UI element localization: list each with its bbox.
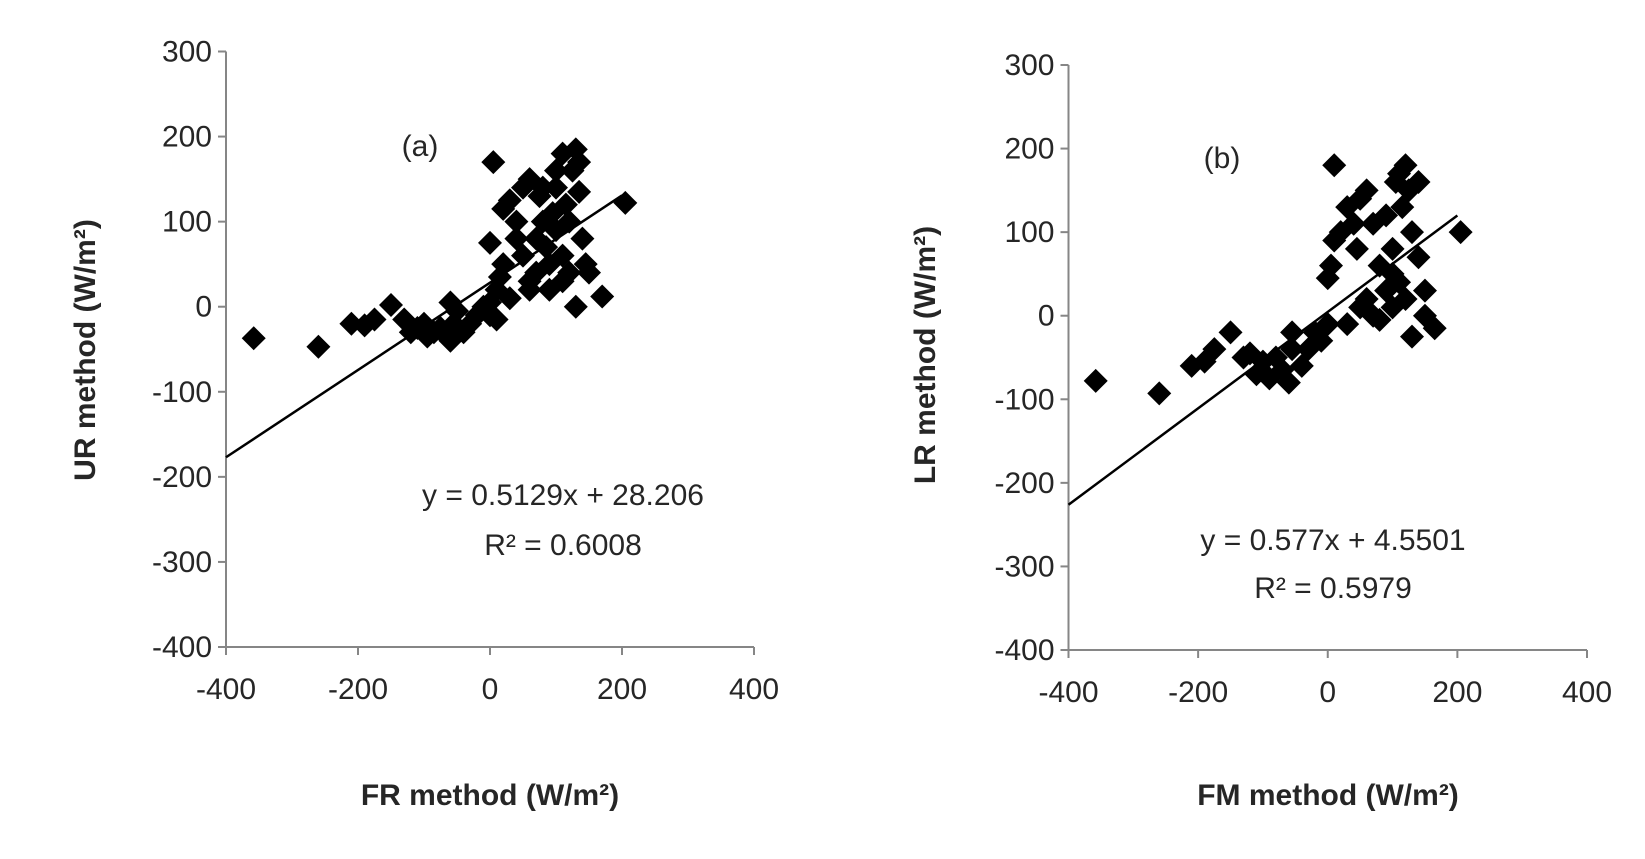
x-axis-title: FR method (W/m²) <box>361 779 619 812</box>
data-point <box>1276 370 1301 395</box>
data-point <box>524 226 549 251</box>
data-point <box>491 252 516 277</box>
data-point <box>567 179 592 204</box>
data-point <box>577 260 601 285</box>
data-point <box>1315 312 1340 337</box>
data-point <box>478 230 502 255</box>
data-point <box>1280 320 1305 345</box>
data-point <box>1400 220 1425 245</box>
data-point <box>1448 220 1473 245</box>
data-point <box>613 190 638 215</box>
scatter-panel-b: (b) y = 0.577x + 4.5501 R² = 0.5979 FM m… <box>909 49 1612 812</box>
y-tick-label: -400 <box>152 631 212 664</box>
data-point <box>1341 211 1366 236</box>
x-tick-label: -200 <box>328 673 388 706</box>
r-squared: R² = 0.5979 <box>1254 572 1412 605</box>
panel-label: (b) <box>1204 142 1241 175</box>
x-tick-label: -400 <box>196 673 256 706</box>
y-tick-label: -400 <box>994 634 1054 667</box>
x-tick-label: 200 <box>1432 676 1482 709</box>
data-point <box>563 294 588 319</box>
scatter-panel-a: (a) y = 0.5129x + 28.206 R² = 0.6008 FR … <box>69 36 779 813</box>
data-point <box>1393 153 1418 178</box>
data-point <box>1344 236 1369 261</box>
data-point <box>1318 253 1343 278</box>
y-tick-label: -100 <box>152 376 212 409</box>
data-point <box>550 269 575 294</box>
x-tick-label: 400 <box>729 673 779 706</box>
y-axis-title: LR method (W/m²) <box>909 226 942 484</box>
data-point <box>1083 368 1108 393</box>
data-point <box>1280 337 1305 362</box>
data-point <box>1406 170 1431 194</box>
data-point <box>497 188 522 213</box>
y-tick-label: 0 <box>1038 300 1055 333</box>
y-tick-label: 200 <box>162 121 212 154</box>
panel-label: (a) <box>402 130 439 163</box>
data-point <box>1380 236 1405 261</box>
data-point <box>1374 203 1399 228</box>
data-point <box>544 158 568 183</box>
data-point <box>1354 178 1379 203</box>
data-point <box>557 209 582 234</box>
data-point <box>537 252 562 277</box>
y-tick-label: -200 <box>994 467 1054 500</box>
data-point <box>1412 278 1437 303</box>
data-point <box>481 150 506 175</box>
data-point <box>1147 381 1172 406</box>
x-axis-title: FM method (W/m²) <box>1197 779 1459 812</box>
data-point <box>1322 153 1347 178</box>
x-tick-label: 0 <box>1319 676 1336 709</box>
y-tick-label: -100 <box>994 383 1054 416</box>
data-point <box>504 209 529 234</box>
data-point <box>1348 295 1373 320</box>
data-point <box>544 175 568 200</box>
data-point <box>1393 287 1418 311</box>
r-squared: R² = 0.6008 <box>484 529 642 562</box>
data-point <box>1218 320 1243 345</box>
y-tick-label: -300 <box>152 546 212 579</box>
data-point <box>379 293 403 318</box>
data-point <box>567 150 592 175</box>
data-point <box>445 298 469 323</box>
y-tick-label: 100 <box>1004 216 1054 249</box>
data-point <box>517 269 542 294</box>
data-point <box>1367 307 1392 332</box>
x-tick-label: 400 <box>1562 676 1612 709</box>
data-point <box>497 286 522 311</box>
data-point <box>553 192 578 217</box>
y-tick-label: 200 <box>1004 133 1054 166</box>
data-point <box>306 334 331 359</box>
x-tick-label: -400 <box>1038 676 1098 709</box>
y-tick-label: 300 <box>162 36 212 69</box>
y-tick-label: -300 <box>994 550 1054 583</box>
data-point <box>570 226 595 251</box>
x-tick-label: -200 <box>1168 676 1228 709</box>
data-point <box>1406 245 1431 270</box>
y-tick-label: 100 <box>162 206 212 239</box>
data-point <box>484 307 509 332</box>
data-point <box>1335 312 1360 337</box>
data-point <box>241 326 266 351</box>
data-point <box>1202 337 1227 362</box>
data-point <box>530 175 555 200</box>
x-tick-label: 200 <box>597 673 647 706</box>
trendline-equation: y = 0.577x + 4.5501 <box>1200 524 1465 557</box>
data-point <box>1412 303 1437 328</box>
y-tick-label: 0 <box>195 291 212 324</box>
x-tick-label: 0 <box>482 673 499 706</box>
y-tick-label: 300 <box>1004 49 1054 82</box>
data-point <box>1400 324 1425 349</box>
y-tick-label: -200 <box>152 461 212 494</box>
data-point <box>511 243 535 268</box>
data-point <box>362 307 387 332</box>
y-axis-title: UR method (W/m²) <box>69 219 102 481</box>
data-point <box>590 284 615 309</box>
trendline-equation: y = 0.5129x + 28.206 <box>422 479 704 512</box>
